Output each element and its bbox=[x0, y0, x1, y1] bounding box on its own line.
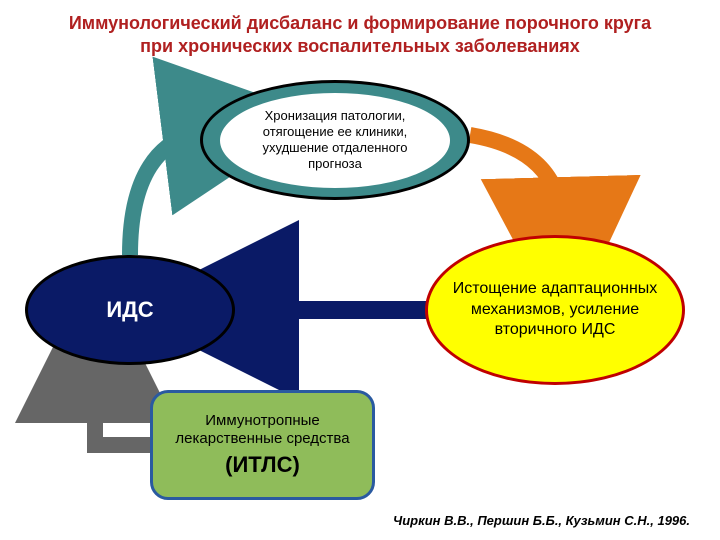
node-ids: ИДС bbox=[25, 255, 235, 365]
node-itls-sub: (ИТЛС) bbox=[161, 452, 364, 478]
node-exhaustion-label: Истощение адаптационных механизмов, усил… bbox=[436, 279, 674, 341]
node-itls: Иммунотропные лекарственные средства (ИТ… bbox=[150, 390, 375, 500]
node-chronization-label: Хронизация патологии, отягощение ее клин… bbox=[220, 93, 450, 188]
page-title: Иммунологический дисбаланс и формировани… bbox=[0, 12, 720, 59]
arrow-bottom-to-left bbox=[95, 375, 150, 445]
citation-text: Чиркин В.В., Першин Б.Б., Кузьмин С.Н., … bbox=[393, 513, 690, 528]
arrow-left-to-top bbox=[130, 130, 210, 255]
title-line-2: при хронических воспалительных заболеван… bbox=[140, 36, 580, 56]
node-chronization: Хронизация патологии, отягощение ее клин… bbox=[200, 80, 470, 200]
arrow-top-to-right bbox=[470, 135, 562, 225]
node-exhaustion: Истощение адаптационных механизмов, усил… bbox=[425, 235, 685, 385]
node-itls-main: Иммунотропные лекарственные средства bbox=[161, 412, 364, 448]
title-line-1: Иммунологический дисбаланс и формировани… bbox=[69, 13, 651, 33]
node-ids-label: ИДС bbox=[106, 297, 153, 323]
